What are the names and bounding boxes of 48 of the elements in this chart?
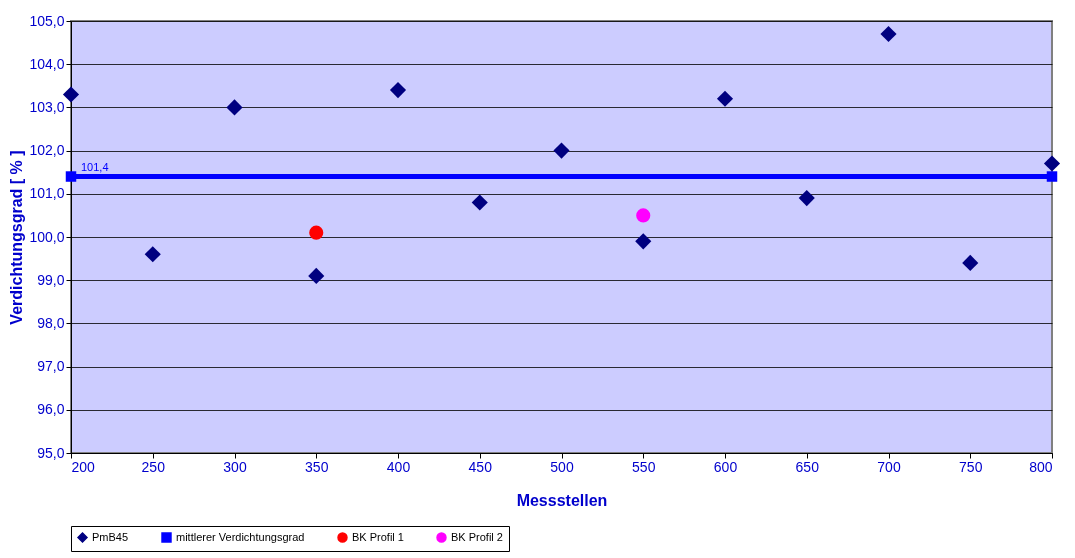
y-tick-label: 95,0 [37, 444, 65, 461]
y-tick-label: 99,0 [37, 271, 65, 288]
point [226, 99, 243, 116]
y-tick-label: 96,0 [37, 401, 65, 418]
point [389, 82, 407, 99]
x-axis-title: Messstellen [516, 491, 608, 509]
y-tick-label: 102,0 [29, 142, 65, 159]
point [553, 142, 570, 159]
x-tick-label: 700 [877, 458, 901, 475]
point [144, 246, 161, 263]
y-tick-label: 105,0 [29, 12, 65, 29]
x-tick-label: 600 [713, 458, 738, 475]
legend-label: BK Profil 1 [352, 530, 404, 543]
x-tick-label: 800 [1029, 458, 1053, 475]
point [880, 25, 897, 43]
y-axis-title: Verdichtungsgrad [ % ] [8, 150, 26, 325]
x-tick-label: 250 [141, 458, 166, 475]
legend-label: mittlerer Verdichtungsgrad [176, 530, 305, 543]
x-tick-label: 550 [632, 458, 656, 475]
x-tick-label: 650 [795, 458, 820, 475]
legend-label: BK Profil 2 [451, 530, 503, 543]
point [1046, 171, 1058, 182]
point [471, 194, 488, 211]
x-tick-label: 450 [468, 458, 493, 475]
y-tick-label: 103,0 [29, 98, 65, 115]
y-tick-label: 97,0 [37, 358, 65, 375]
y-tick-label: 104,0 [29, 55, 65, 72]
point [65, 171, 77, 182]
x-tick-label: 750 [959, 458, 983, 475]
y-tick-label: 98,0 [37, 314, 65, 331]
point [716, 90, 734, 107]
point [308, 267, 325, 284]
data-label: 101,4 [81, 160, 109, 173]
y-tick-label: 101,0 [29, 185, 65, 202]
legend-label: PmB45 [92, 530, 129, 543]
y-tick-label: 100,0 [29, 228, 65, 245]
point [1043, 155, 1061, 172]
point [798, 190, 815, 207]
point [962, 254, 979, 271]
x-tick-label: 400 [386, 458, 411, 475]
point [636, 208, 651, 223]
x-tick-label: 350 [305, 458, 329, 475]
x-tick-label: 300 [223, 458, 247, 475]
point [62, 86, 80, 103]
point [635, 233, 652, 250]
x-tick-label: 500 [550, 458, 574, 475]
point [309, 225, 324, 240]
x-tick-label: 200 [71, 458, 96, 475]
